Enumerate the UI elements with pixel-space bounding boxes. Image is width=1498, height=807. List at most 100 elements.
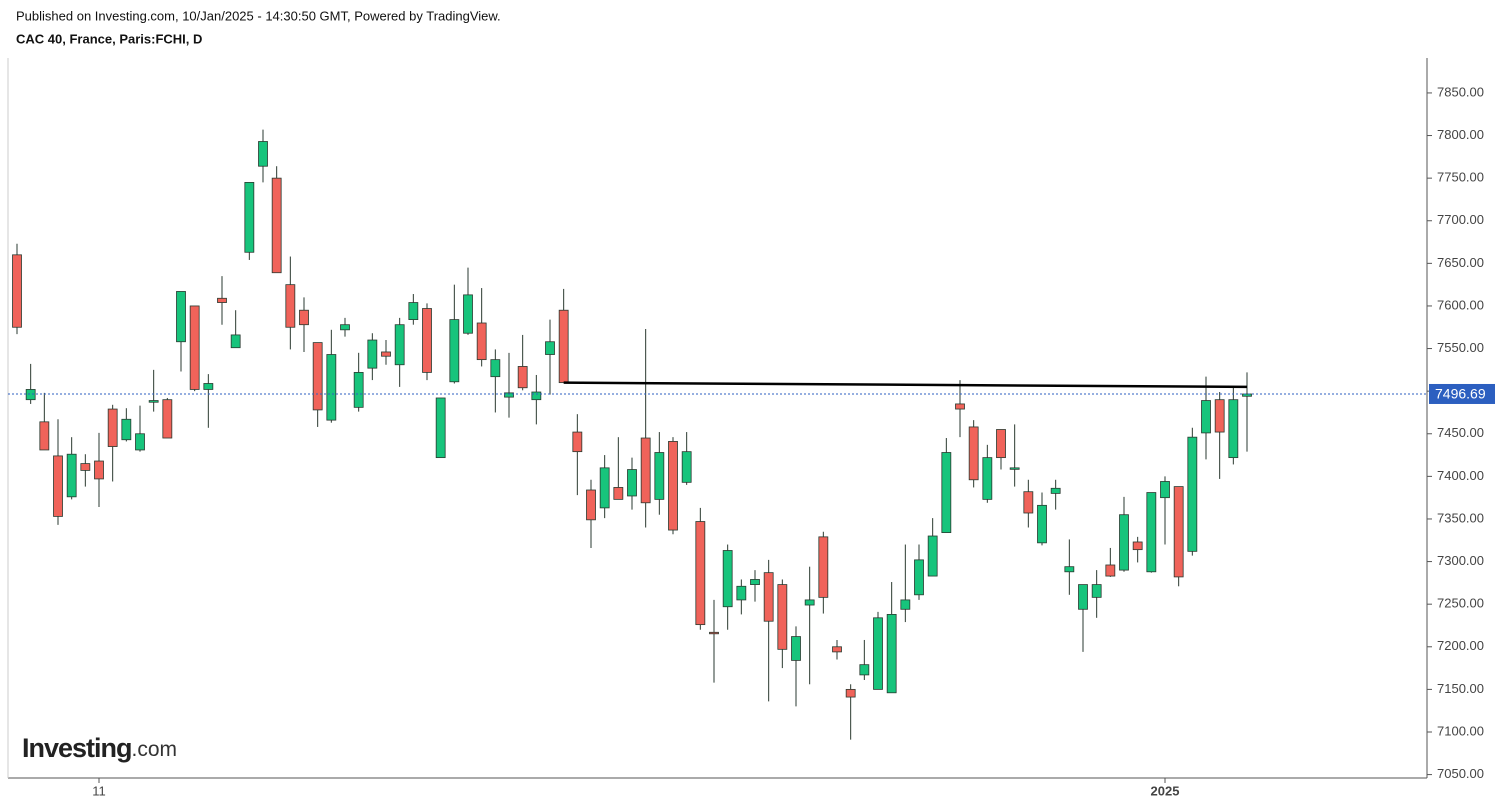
- trend-line: [563, 381, 1248, 389]
- candle-body: [449, 319, 460, 383]
- candle-body: [422, 308, 432, 373]
- watermark-suffix: .com: [132, 738, 178, 761]
- candle-body: [927, 535, 938, 577]
- candle-body: [859, 664, 870, 676]
- candle-body: [258, 141, 268, 167]
- chart-title: CAC 40, France, Paris:FCHI, D: [16, 31, 202, 46]
- candle-body: [1146, 492, 1157, 573]
- candle-body: [955, 403, 965, 410]
- candle-body: [340, 324, 350, 331]
- y-tick-label: 7350.00: [1437, 510, 1484, 525]
- last-price-badge: [1429, 383, 1495, 404]
- candle-body: [135, 433, 145, 451]
- candle-body: [1064, 566, 1075, 573]
- candle-body: [148, 400, 159, 403]
- candle-body: [545, 341, 555, 355]
- candle-body: [791, 636, 801, 661]
- candle-body: [763, 572, 774, 622]
- candle-body: [12, 254, 22, 328]
- candle-body: [736, 585, 747, 601]
- candle-body: [722, 550, 733, 608]
- candle-body: [1201, 400, 1211, 434]
- y-tick-label: 7700.00: [1437, 212, 1484, 227]
- candle-body: [285, 284, 296, 328]
- y-tick-label: 7250.00: [1437, 596, 1484, 611]
- y-tick-label: 7450.00: [1437, 425, 1484, 440]
- candle-body: [982, 457, 993, 500]
- y-tick-label: 7050.00: [1437, 766, 1484, 781]
- candle-body: [900, 599, 911, 610]
- x-tick-label: 2025: [1151, 783, 1180, 798]
- watermark-brand: Investing: [22, 733, 132, 763]
- candle-body: [572, 431, 583, 453]
- candle-body: [845, 688, 856, 698]
- candle-body: [1119, 514, 1129, 571]
- candle-body: [1228, 399, 1239, 459]
- candle-body: [80, 463, 91, 471]
- candle-body: [886, 614, 897, 694]
- candle-body: [1023, 491, 1034, 514]
- candle-body: [1173, 486, 1184, 578]
- candle-body: [914, 559, 924, 596]
- candle-body: [968, 426, 979, 481]
- published-note: Published on Investing.com, 10/Jan/2025 …: [16, 8, 501, 23]
- candle-body: [217, 297, 227, 303]
- candle-body: [804, 599, 815, 606]
- candle-body: [668, 441, 678, 531]
- candle-body: [558, 309, 569, 384]
- y-tick-label: 7150.00: [1437, 681, 1484, 696]
- candle-body: [394, 324, 405, 366]
- candle-body: [463, 294, 473, 334]
- candle-body: [230, 334, 241, 349]
- candle-body: [832, 646, 842, 653]
- candle-body: [381, 351, 391, 357]
- candle-body: [66, 453, 77, 498]
- candle-body: [1160, 481, 1170, 499]
- candle-body: [476, 322, 487, 361]
- candle-body: [53, 455, 63, 517]
- candle-body: [1091, 584, 1102, 598]
- candle-body: [1078, 584, 1088, 610]
- candle-body: [586, 489, 596, 521]
- candle-body: [695, 521, 706, 626]
- y-tick-label: 7300.00: [1437, 553, 1484, 568]
- candle-body: [176, 291, 186, 343]
- candle-body: [25, 389, 36, 401]
- x-tick-label: 11: [92, 783, 106, 798]
- candle-body: [613, 487, 624, 500]
- candle-body: [531, 391, 542, 401]
- candle-body: [107, 408, 118, 447]
- y-tick-label: 7600.00: [1437, 297, 1484, 312]
- candle-body: [326, 354, 337, 421]
- candle-body: [94, 460, 104, 480]
- candle-body: [435, 397, 446, 459]
- candle-body: [654, 452, 665, 500]
- y-tick-label: 7650.00: [1437, 255, 1484, 270]
- candle-body: [873, 617, 883, 690]
- candle-body: [504, 392, 514, 398]
- candle-body: [299, 309, 309, 326]
- candle-body: [1242, 393, 1252, 397]
- last-price-label: 7496.69: [1435, 386, 1486, 402]
- candle-body: [517, 366, 528, 389]
- candle-body: [353, 372, 364, 408]
- candle-body: [189, 305, 200, 390]
- y-tick-label: 7800.00: [1437, 127, 1484, 142]
- candle-body: [627, 469, 637, 497]
- candle-body: [39, 421, 50, 451]
- candle-body: [244, 182, 255, 253]
- candle-body: [271, 177, 282, 274]
- candle-body: [777, 584, 788, 650]
- candle-body: [818, 536, 829, 598]
- candle-body: [408, 302, 419, 320]
- candle-body: [203, 383, 214, 390]
- y-tick-label: 7850.00: [1437, 84, 1484, 99]
- candle-body: [1214, 399, 1225, 433]
- y-tick-label: 7100.00: [1437, 723, 1484, 738]
- candle-body: [941, 452, 952, 534]
- candle-body: [750, 579, 760, 585]
- y-tick-label: 7400.00: [1437, 468, 1484, 483]
- candle-body: [121, 418, 132, 441]
- candle-body: [1050, 487, 1061, 494]
